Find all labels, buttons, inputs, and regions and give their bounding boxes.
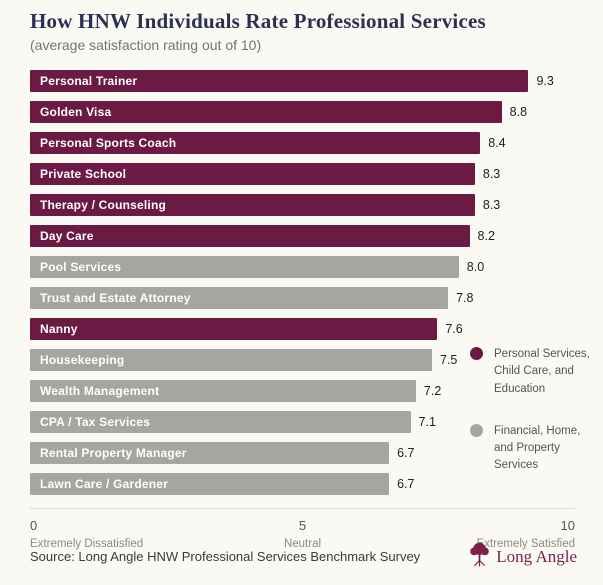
bar-row: Nanny 7.6 (30, 313, 566, 344)
legend-item-financial: Financial, Home, and Property Services (470, 423, 602, 475)
bar-value: 8.3 (482, 166, 501, 181)
bar-label: Trust and Estate Attorney (40, 290, 191, 305)
axis-tick-5: 5 Neutral (284, 518, 321, 550)
axis-tick-value: 5 (298, 518, 307, 533)
axis-tick-label: Extremely Satisfied (476, 538, 575, 550)
bar-trust-and-estate-attorney: Trust and Estate Attorney (30, 286, 449, 309)
bar-value: 8.3 (482, 197, 501, 212)
chart-area: Personal Trainer 9.3 Golden Visa 8.8 Persona… (30, 65, 590, 556)
bar-label: Pool Services (40, 259, 122, 274)
brand-name: Long Angle (496, 546, 577, 566)
bar-day-care: Day Care (30, 224, 470, 247)
bar-row: Private School 8.3 (30, 158, 566, 189)
bar-row: CPA / Tax Services 7.1 (30, 406, 566, 437)
bar-label: Nanny (40, 321, 78, 336)
axis-tick-0: 0 Extremely Dissatisfied (30, 518, 143, 550)
axis-tick-label: Extremely Dissatisfied (30, 538, 144, 550)
bar-label: Personal Trainer (40, 73, 138, 88)
bar-row: Rental Property Manager 6.7 (30, 437, 566, 468)
bar-personal-trainer: Personal Trainer (30, 69, 529, 92)
legend-label: Financial, Home, and Property Services (494, 424, 581, 472)
bar-label: Personal Sports Coach (40, 135, 177, 150)
bar-value: 7.8 (456, 290, 474, 305)
bar-value: 6.7 (397, 445, 415, 460)
bar-row: Golden Visa 8.8 (30, 96, 566, 127)
bar-lawn-care-gardener: Lawn Care / Gardener (30, 472, 390, 495)
bar-value: 7.6 (445, 321, 463, 336)
bar-row: Trust and Estate Attorney 7.8 (30, 282, 566, 313)
bar-value: 9.3 (536, 73, 554, 88)
bar-value: 8.2 (477, 228, 495, 243)
axis-tick-value: 0 (30, 518, 38, 533)
bar-row: Personal Trainer 9.3 (30, 65, 566, 96)
bar-value: 8.8 (509, 104, 528, 119)
bar-wealth-management: Wealth Management (30, 379, 416, 402)
axis-tick-10: 10 Extremely Satisfied (477, 518, 575, 550)
bar-cpa-tax-services: CPA / Tax Services (30, 410, 411, 433)
bar-row: Pool Services 8.0 (30, 251, 566, 282)
legend-label: Personal Services, Child Care, and Educa… (494, 348, 590, 395)
source-text: Source: Long Angle HNW Professional Serv… (30, 549, 421, 564)
page-subtitle: (average satisfaction rating out of 10) (30, 37, 262, 53)
bar-therapy-counseling: Therapy / Counseling (30, 193, 475, 216)
bar-label: Lawn Care / Gardener (40, 476, 169, 491)
bar-golden-visa: Golden Visa (30, 100, 502, 123)
footer: Source: Long Angle HNW Professional Serv… (30, 541, 577, 572)
bar-value: 7.5 (440, 352, 458, 367)
bar-row: Day Care 8.2 (30, 220, 566, 251)
legend-dot-icon (470, 423, 483, 437)
bar-label: Housekeeping (40, 352, 125, 367)
bar-row: Personal Sports Coach 8.4 (30, 127, 566, 158)
bar-label: Day Care (40, 228, 94, 243)
bar-chart: Personal Trainer 9.3 Golden Visa 8.8 Persona… (30, 65, 566, 499)
bar-label: Private School (40, 166, 127, 181)
bar-value: 8.4 (488, 135, 506, 150)
bar-nanny: Nanny (30, 317, 438, 340)
bar-label: Rental Property Manager (40, 445, 187, 460)
bar-personal-sports-coach: Personal Sports Coach (30, 131, 481, 154)
bar-value: 7.1 (418, 414, 436, 429)
axis-tick-label: Neutral (283, 538, 322, 550)
axis-tick-value: 10 (560, 518, 575, 533)
bar-housekeeping: Housekeeping (30, 348, 432, 371)
legend-dot-icon (470, 347, 483, 360)
bar-row: Therapy / Counseling 8.3 (30, 189, 566, 220)
bar-label: Wealth Management (40, 383, 160, 398)
bar-row: Wealth Management 7.2 (30, 375, 566, 406)
bar-rental-property-manager: Rental Property Manager (30, 441, 390, 464)
bar-value: 8.0 (466, 259, 485, 274)
bar-pool-services: Pool Services (30, 255, 459, 278)
brand-logo: Long Angle (469, 541, 577, 572)
legend-item-personal: Personal Services, Child Care, and Educa… (470, 346, 602, 398)
bar-value: 7.2 (423, 383, 442, 398)
bar-private-school: Private School (30, 162, 475, 185)
bar-label: CPA / Tax Services (40, 414, 151, 429)
bar-row: Lawn Care / Gardener 6.7 (30, 468, 566, 499)
page-title: How HNW Individuals Rate Professional Se… (30, 9, 486, 33)
bar-label: Therapy / Counseling (40, 197, 167, 212)
bar-label: Golden Visa (40, 104, 112, 119)
x-axis: 0 Extremely Dissatisfied 5 Neutral 10 Extreme… (30, 508, 575, 556)
legend: Personal Services, Child Care, and Educa… (470, 346, 602, 500)
bar-row: Housekeeping 7.5 (30, 344, 566, 375)
tree-icon (469, 541, 490, 572)
bar-value: 6.7 (397, 476, 415, 491)
